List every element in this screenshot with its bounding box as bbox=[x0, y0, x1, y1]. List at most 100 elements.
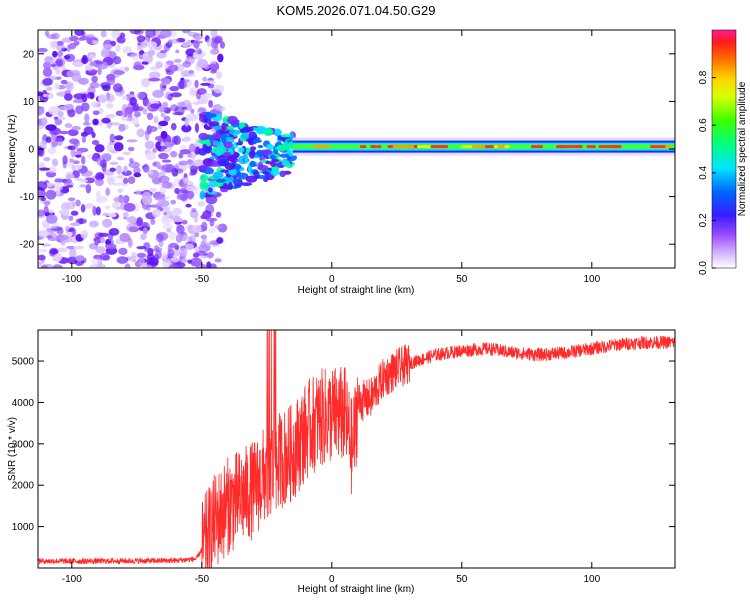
spectrogram-speckle bbox=[40, 140, 47, 149]
spectrogram-speckle bbox=[72, 98, 85, 104]
spectrogram-speckle bbox=[115, 44, 121, 53]
spectrogram-speckle bbox=[191, 208, 197, 213]
spectrogram-speckle bbox=[192, 252, 200, 258]
x-tick-label: -50 bbox=[195, 274, 210, 285]
carrier-peak bbox=[497, 145, 505, 149]
spectrogram-speckle bbox=[276, 144, 287, 152]
colorbar-ticks: 0.0 0.2 0.4 0.6 0.8 bbox=[698, 70, 716, 275]
spectrogram-speckle bbox=[158, 152, 169, 160]
spectrogram-speckle bbox=[127, 176, 136, 184]
spectrogram-speckle bbox=[169, 86, 180, 92]
spectrogram-speckle bbox=[147, 50, 154, 58]
spectrogram-speckle bbox=[144, 140, 155, 150]
spectrogram-speckle bbox=[88, 53, 96, 59]
carrier-peak bbox=[574, 145, 582, 149]
spectrogram-speckle bbox=[231, 185, 238, 189]
spectrogram-speckle bbox=[155, 233, 164, 243]
y-tick-label: 10 bbox=[23, 97, 35, 108]
spectrogram-speckle bbox=[136, 91, 146, 100]
spectrogram-speckle bbox=[44, 56, 54, 65]
spectrogram-speckle bbox=[85, 183, 92, 194]
spectrogram-speckle bbox=[81, 31, 86, 37]
spectrogram-speckle bbox=[47, 225, 58, 230]
spectrogram-speckle bbox=[66, 70, 74, 78]
spectrogram-speckle bbox=[51, 140, 58, 148]
spectrogram-speckle bbox=[198, 132, 209, 141]
spectrogram-speckle bbox=[249, 149, 256, 158]
spectrogram-speckle bbox=[101, 84, 111, 92]
spectrogram-speckle bbox=[159, 81, 167, 92]
spectrogram-speckle bbox=[175, 49, 180, 54]
spectrogram-speckle bbox=[163, 205, 171, 212]
x-tick-label: 50 bbox=[456, 574, 468, 585]
spectrogram-speckle bbox=[189, 209, 199, 219]
spectrogram-speckle bbox=[215, 105, 226, 112]
spectrogram-speckle bbox=[177, 101, 186, 107]
spectrogram-marks bbox=[38, 30, 675, 268]
spectrogram-speckle bbox=[133, 172, 142, 178]
spectrogram-speckle bbox=[127, 146, 135, 152]
spectrogram-speckle bbox=[116, 165, 123, 175]
spectrogram-speckle bbox=[109, 122, 121, 126]
x-tick-label: 0 bbox=[329, 274, 335, 285]
spectrogram-speckle bbox=[181, 220, 188, 225]
spectrogram-speckle bbox=[215, 71, 223, 80]
spectrogram-speckle bbox=[219, 41, 226, 49]
spectrogram-speckle bbox=[121, 111, 126, 121]
spectrogram-speckle bbox=[66, 256, 78, 265]
spectrogram-speckle bbox=[189, 86, 198, 94]
spectrogram-speckle bbox=[75, 150, 83, 155]
spectrogram-speckle bbox=[80, 204, 86, 213]
snr-y-label: SNR (10 * v/v) bbox=[7, 417, 18, 481]
spectrogram-speckle bbox=[41, 117, 48, 126]
spectrogram-speckle bbox=[179, 148, 192, 155]
spectrogram-speckle bbox=[144, 247, 155, 253]
spectrogram-speckle bbox=[52, 50, 58, 58]
spectrogram-speckle bbox=[233, 132, 238, 137]
spectrogram-speckle bbox=[75, 255, 85, 262]
spectrogram-speckle bbox=[105, 93, 115, 103]
spectrogram-speckle bbox=[205, 204, 215, 215]
spectrogram-speckle bbox=[117, 188, 124, 194]
spectrogram-speckle bbox=[261, 149, 273, 156]
spectrogram-speckle bbox=[214, 224, 223, 230]
spectrogram-speckle bbox=[190, 234, 196, 244]
spectrogram-speckle bbox=[193, 39, 200, 49]
spectrogram-speckle bbox=[61, 209, 70, 216]
spectrogram-speckle bbox=[67, 197, 76, 202]
spectrogram-speckle bbox=[91, 258, 101, 265]
spectrogram-speckle bbox=[200, 234, 207, 240]
spectrogram-speckle bbox=[57, 247, 68, 253]
spectrogram-speckle bbox=[242, 126, 251, 133]
carrier-peak bbox=[530, 145, 544, 149]
colorbar-tick-label: 0.2 bbox=[698, 213, 709, 227]
spectrogram-speckle bbox=[266, 143, 274, 151]
carrier-peak bbox=[598, 145, 605, 149]
spectrogram-speckle bbox=[56, 186, 61, 196]
spectrogram-speckle bbox=[194, 79, 199, 89]
spectrogram-speckle bbox=[88, 40, 93, 45]
spectrogram-speckle bbox=[98, 232, 110, 237]
spectrogram-speckle bbox=[107, 212, 117, 218]
spectrogram-speckle bbox=[164, 78, 171, 85]
spectrogram-speckle bbox=[136, 128, 145, 138]
spectrogram-speckle bbox=[48, 105, 61, 116]
spectrogram-speckle bbox=[178, 247, 188, 257]
spectrogram-speckle bbox=[106, 73, 116, 81]
chart-title: KOM5.2026.071.04.50.G29 bbox=[276, 3, 435, 18]
spectrogram-speckle bbox=[113, 142, 124, 152]
spectrogram-speckle bbox=[136, 189, 141, 195]
spectrogram-speckle bbox=[178, 160, 189, 166]
spectrogram-speckle bbox=[206, 141, 211, 147]
spectrogram-speckle bbox=[289, 132, 294, 139]
spectrogram-speckle bbox=[38, 124, 45, 130]
spectrogram-speckle bbox=[161, 101, 169, 108]
spectrogram-speckle bbox=[46, 34, 57, 40]
spectrogram-speckle bbox=[142, 108, 148, 115]
spectrogram-speckle bbox=[122, 211, 129, 218]
spectrogram-speckle bbox=[247, 131, 258, 140]
spectrogram-speckle bbox=[159, 49, 168, 54]
spectrogram-speckle bbox=[170, 256, 180, 263]
spectrogram-speckle bbox=[65, 225, 70, 232]
spectrogram-speckle bbox=[126, 216, 137, 224]
